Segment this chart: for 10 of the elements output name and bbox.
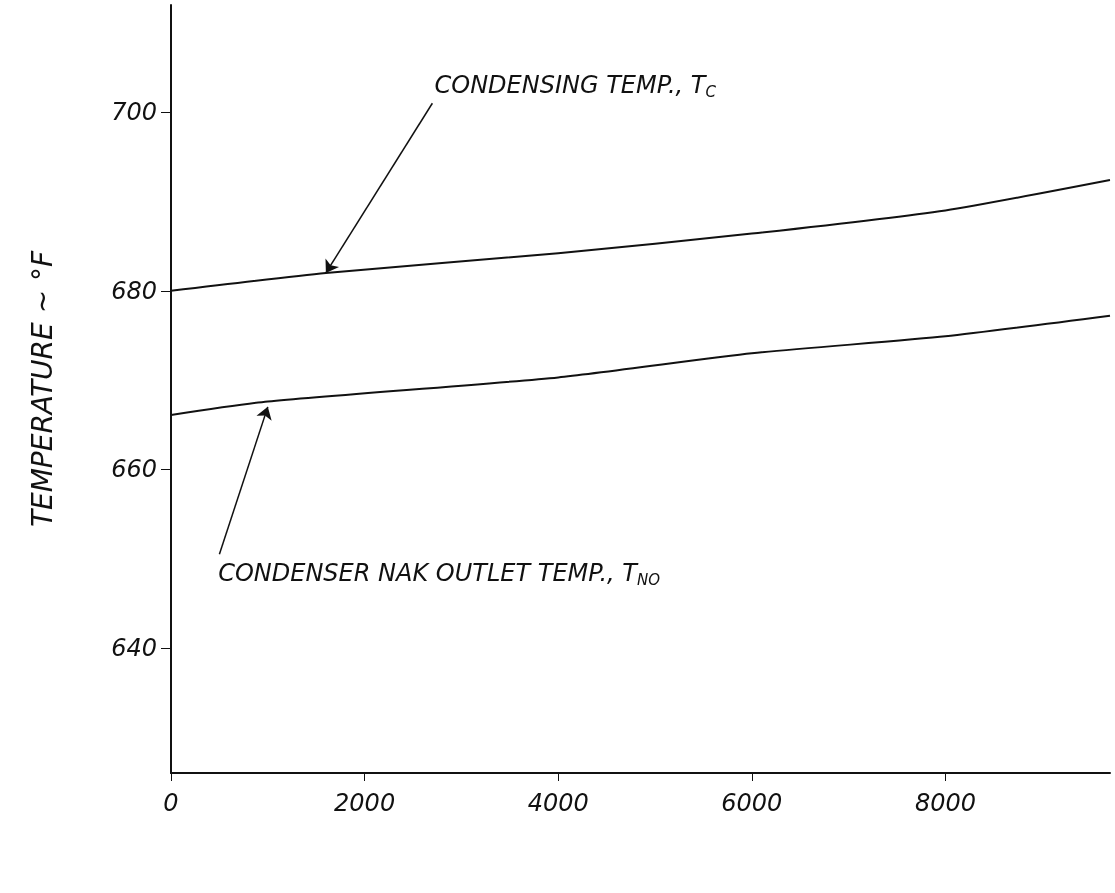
y-tick-label: 680 bbox=[111, 276, 157, 305]
x-tick-label: 8000 bbox=[914, 789, 976, 817]
x-tick-label: 2000 bbox=[334, 789, 396, 817]
x-tick-label: 0 bbox=[163, 789, 179, 817]
y-tick-label: 700 bbox=[111, 98, 157, 127]
x-tick-label: 6000 bbox=[721, 789, 783, 817]
y-tick-label: 640 bbox=[111, 633, 157, 662]
y-axis-title: TEMPERATURE ~ °F bbox=[25, 250, 59, 528]
y-tick-label: 660 bbox=[111, 455, 157, 484]
x-tick-label: 4000 bbox=[527, 789, 589, 817]
